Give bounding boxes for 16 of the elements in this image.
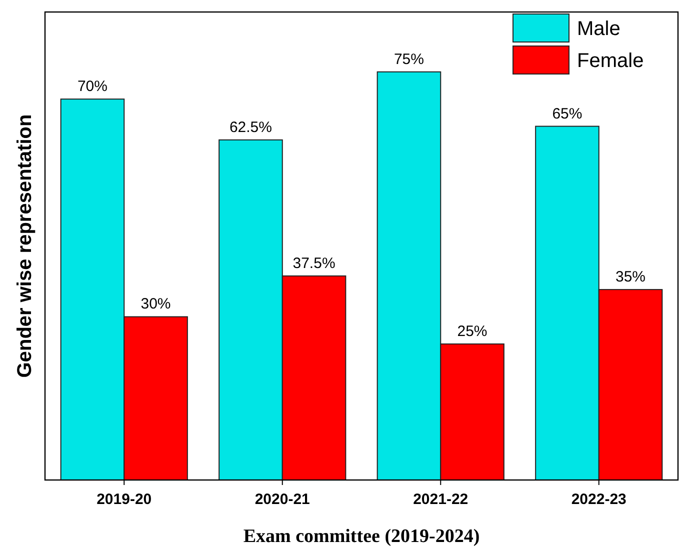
- data-label: 30%: [140, 296, 171, 313]
- data-label: 35%: [616, 268, 646, 286]
- data-label: 62.5%: [229, 118, 272, 136]
- x-axis-title: Exam committee (2019-2024): [243, 526, 480, 547]
- data-label: 65%: [552, 105, 582, 122]
- legend-label: Female: [577, 50, 644, 72]
- x-tick-label: 2019-20: [96, 491, 152, 508]
- x-tick-label: 2020-21: [254, 491, 310, 508]
- data-label: 37.5%: [292, 254, 336, 272]
- x-tick-label: 2021-22: [413, 491, 468, 508]
- data-label: 75%: [394, 50, 424, 68]
- x-tick-label: 2022-23: [571, 491, 626, 508]
- legend-label: Male: [577, 18, 620, 40]
- data-label: 25%: [457, 322, 488, 340]
- data-label: 70%: [77, 78, 108, 96]
- y-axis-title: Gender wise representation: [14, 114, 36, 378]
